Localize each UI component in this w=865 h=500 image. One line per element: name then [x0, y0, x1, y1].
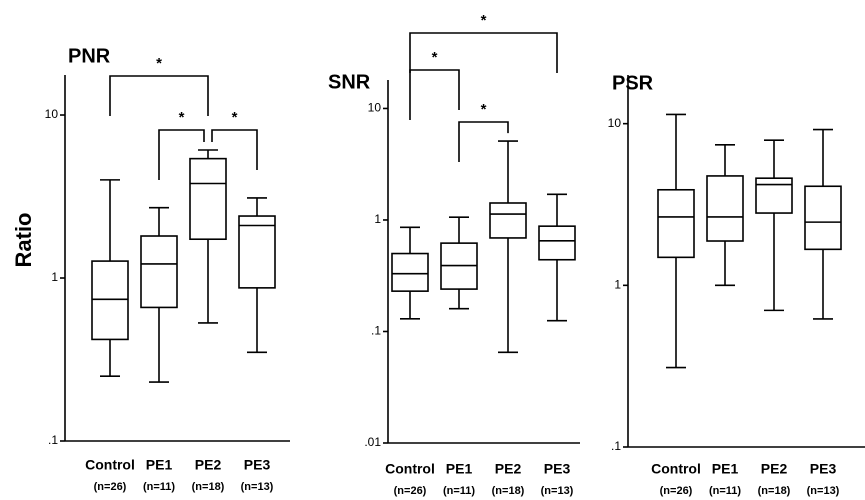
significance-label: * [156, 55, 162, 72]
sample-size: (n=18) [758, 485, 791, 497]
x-tick-label: PE1 [446, 461, 473, 477]
box [391, 252, 429, 292]
sample-size: (n=13) [241, 481, 274, 493]
box [755, 177, 793, 214]
sample-size: (n=26) [94, 481, 127, 493]
y-tick-label: .1 [48, 433, 58, 447]
significance-bracket [109, 75, 209, 116]
x-tick-label: PE1 [712, 461, 739, 477]
x-tick-label: Control [651, 461, 701, 477]
sample-size: (n=11) [709, 485, 741, 497]
significance-bracket [158, 129, 205, 180]
x-tick-label: Control [85, 457, 135, 473]
box [538, 225, 576, 261]
y-tick-label: 1 [51, 270, 58, 284]
sample-size: (n=18) [492, 485, 525, 497]
panel-title: SNR [328, 71, 371, 93]
x-tick-label: PE2 [495, 461, 522, 477]
significance-bracket [458, 121, 509, 162]
sample-size: (n=11) [443, 485, 475, 497]
y-tick-label: .1 [611, 439, 621, 453]
y-tick-label: .01 [364, 435, 381, 449]
significance-label: * [179, 109, 185, 126]
box [140, 235, 178, 309]
y-tick-label: .1 [371, 324, 381, 338]
x-tick-label: Control [385, 461, 435, 477]
x-tick-label: PE3 [810, 461, 837, 477]
box [189, 157, 227, 241]
y-tick-label: 1 [374, 212, 381, 226]
significance-bracket [211, 129, 258, 170]
sample-size: (n=18) [192, 481, 225, 493]
y-axis-label: Ratio [11, 213, 36, 268]
significance-label: * [481, 12, 487, 29]
box [91, 260, 129, 341]
significance-bracket [409, 32, 558, 73]
box [489, 202, 527, 239]
y-tick-label: 1 [614, 278, 621, 292]
significance-label: * [232, 109, 238, 126]
sample-size: (n=26) [394, 485, 427, 497]
x-tick-label: PE3 [244, 457, 271, 473]
sample-size: (n=13) [541, 485, 574, 497]
box [804, 185, 842, 251]
x-tick-label: PE2 [761, 461, 788, 477]
panel-title: PNR [68, 45, 111, 67]
box [657, 188, 695, 259]
sample-size: (n=13) [807, 485, 840, 497]
significance-label: * [481, 101, 487, 118]
sample-size: (n=11) [143, 481, 175, 493]
y-tick-label: 10 [368, 101, 382, 115]
panel-title: PSR [612, 72, 654, 94]
y-tick-label: 10 [608, 116, 622, 130]
sample-size: (n=26) [660, 485, 693, 497]
box [706, 175, 744, 242]
significance-bracket [409, 69, 460, 120]
x-tick-label: PE3 [544, 461, 571, 477]
x-tick-label: PE2 [195, 457, 222, 473]
box [238, 215, 276, 289]
x-tick-label: PE1 [146, 457, 173, 473]
y-tick-label: 10 [45, 107, 59, 121]
significance-label: * [432, 49, 438, 66]
